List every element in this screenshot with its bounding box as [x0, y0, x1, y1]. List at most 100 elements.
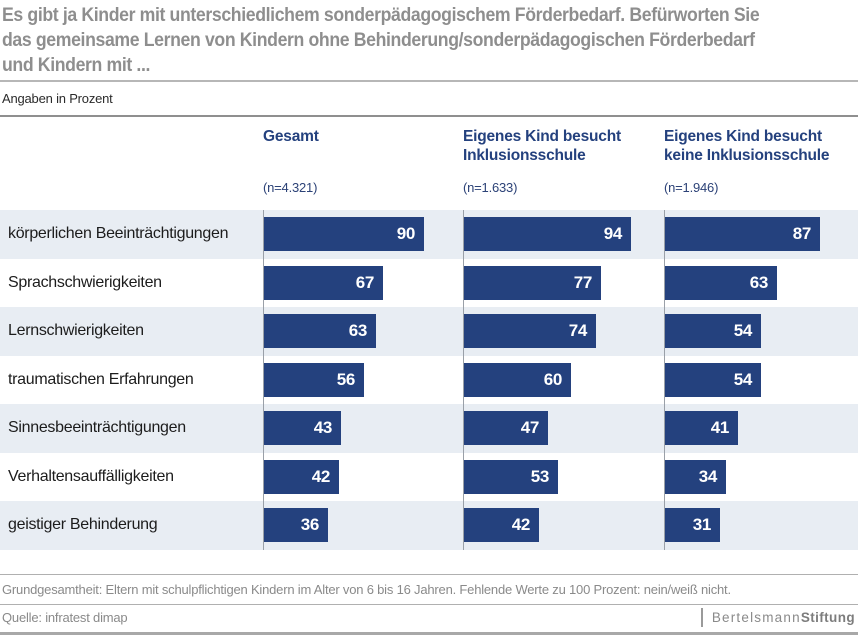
bar-cell: 42: [463, 501, 664, 550]
chart-row: körperlichen Beeinträchtigungen 90 94 87: [0, 210, 858, 259]
bar-value: 94: [603, 224, 623, 244]
bar-cell: 60: [463, 355, 664, 404]
bar: 94: [464, 217, 631, 252]
bar-value: 42: [511, 515, 531, 535]
column-header-n: (n=1.946): [664, 180, 719, 195]
bar-cell: 34: [664, 452, 858, 501]
logo-divider-bar: [701, 608, 703, 627]
bar-cell: 42: [263, 452, 463, 501]
bar-cell: 67: [263, 258, 463, 307]
bertelsmann-stiftung-logo: Bertelsmann Stiftung: [701, 608, 855, 627]
table-header: Gesamt (n=4.321) Eigenes Kind besucht In…: [0, 117, 858, 210]
bar-value: 67: [355, 272, 375, 292]
bar: 31: [665, 508, 720, 543]
chart-title-line: Es gibt ja Kinder mit unterschiedlichem …: [2, 5, 760, 26]
bar-value: 34: [698, 466, 718, 486]
bar-value: 31: [692, 515, 712, 535]
column-header-inklusionsschule: Eigenes Kind besucht Inklusionsschule (n…: [463, 117, 664, 210]
bar: 87: [665, 217, 820, 252]
source-bar: Quelle: infratest dimap Bertelsmann Stift…: [0, 605, 858, 631]
bar-cell: 63: [263, 307, 463, 356]
bar-cell: 53: [463, 452, 664, 501]
units-note: Angaben in Prozent: [2, 91, 113, 106]
divider: [0, 631, 858, 635]
column-header-label: Eigenes Kind besucht Inklusionsschule: [463, 128, 621, 164]
bar-cell: 63: [664, 258, 858, 307]
bar: 42: [464, 508, 539, 543]
bar-value: 90: [396, 224, 416, 244]
divider: [0, 115, 858, 117]
bar-value: 77: [573, 272, 593, 292]
bar: 77: [464, 265, 601, 300]
bar-cell: 77: [463, 258, 664, 307]
bar: 36: [264, 508, 328, 543]
bar: 90: [264, 217, 424, 252]
column-header-n: (n=1.633): [463, 180, 518, 195]
bar: 34: [665, 459, 726, 494]
bar: 60: [464, 362, 571, 397]
bar-value: 54: [733, 321, 753, 341]
bar-value: 47: [520, 418, 540, 438]
chart-row: Sprachschwierigkeiten 67 77 63: [0, 258, 858, 307]
bar: 42: [264, 459, 339, 494]
column-header-label: Gesamt: [263, 128, 319, 145]
bar-cell: 47: [463, 404, 664, 453]
divider: [0, 573, 858, 575]
bar-value: 53: [530, 466, 550, 486]
row-label: Sprachschwierigkeiten: [8, 273, 162, 291]
chart-row: Sinnesbeeinträchtigungen 43 47 41: [0, 404, 858, 453]
chart-title-line: das gemeinsame Lernen von Kindern ohne B…: [2, 30, 755, 51]
bar-cell: 54: [664, 307, 858, 356]
bar: 41: [665, 411, 738, 446]
row-label: traumatischen Erfahrungen: [8, 370, 194, 388]
bar-value: 36: [300, 515, 320, 535]
column-header-n: (n=4.321): [263, 180, 318, 195]
bar-value: 41: [710, 418, 730, 438]
header-spacer: [0, 117, 263, 210]
bar: 47: [464, 411, 548, 446]
bar: 56: [264, 362, 364, 397]
bar: 63: [264, 314, 376, 349]
row-label: Sinnesbeeinträchtigungen: [8, 419, 186, 437]
bar-value: 87: [792, 224, 812, 244]
bar-value: 56: [336, 369, 356, 389]
bar-value: 42: [311, 466, 331, 486]
logo-text-stiftung: Stiftung: [800, 610, 855, 625]
logo-text-bertelsmann: Bertelsmann: [711, 610, 801, 625]
bar-value: 63: [749, 272, 769, 292]
bar: 54: [665, 362, 761, 397]
column-header-gesamt: Gesamt (n=4.321): [263, 117, 463, 210]
row-label: körperlichen Beeinträchtigungen: [8, 225, 229, 243]
bar-cell: 87: [664, 210, 858, 259]
footnote: Grundgesamtheit: Eltern mit schulpflicht…: [2, 581, 731, 597]
bar-cell: 31: [664, 501, 858, 550]
chart-row: geistiger Behinderung 36 42 31: [0, 501, 858, 550]
bar: 43: [264, 411, 341, 446]
row-label: geistiger Behinderung: [8, 516, 158, 534]
chart-title-line: und Kindern mit ...: [2, 55, 151, 76]
bar-cell: 74: [463, 307, 664, 356]
bar-cell: 56: [263, 355, 463, 404]
source-credit: Quelle: infratest dimap: [2, 610, 128, 625]
divider: [0, 603, 858, 605]
column-header-keine-inklusionsschule: Eigenes Kind besucht keine Inklusionssch…: [664, 117, 858, 210]
bar-cell: 43: [263, 404, 463, 453]
bar: 54: [665, 314, 761, 349]
bar-cell: 41: [664, 404, 858, 453]
chart-rows: körperlichen Beeinträchtigungen 90 94 87 Spr…: [0, 210, 858, 550]
bar: 74: [464, 314, 596, 349]
bar-cell: 36: [263, 501, 463, 550]
chart-title: Es gibt ja Kinder mit unterschiedlichem …: [0, 0, 858, 78]
column-header-label: Eigenes Kind besucht keine Inklusionssch…: [664, 128, 830, 164]
bar-value: 54: [733, 369, 753, 389]
bar-value: 74: [568, 321, 588, 341]
chart-row: Verhaltensauffälligkeiten 42 53 34: [0, 452, 858, 501]
row-label: Lernschwierigkeiten: [8, 322, 144, 340]
bar-value: 43: [313, 418, 333, 438]
row-label: Verhaltensauffälligkeiten: [8, 467, 174, 485]
bar-value: 63: [348, 321, 368, 341]
bar-value: 60: [543, 369, 563, 389]
divider: [0, 80, 858, 82]
bar-cell: 54: [664, 355, 858, 404]
